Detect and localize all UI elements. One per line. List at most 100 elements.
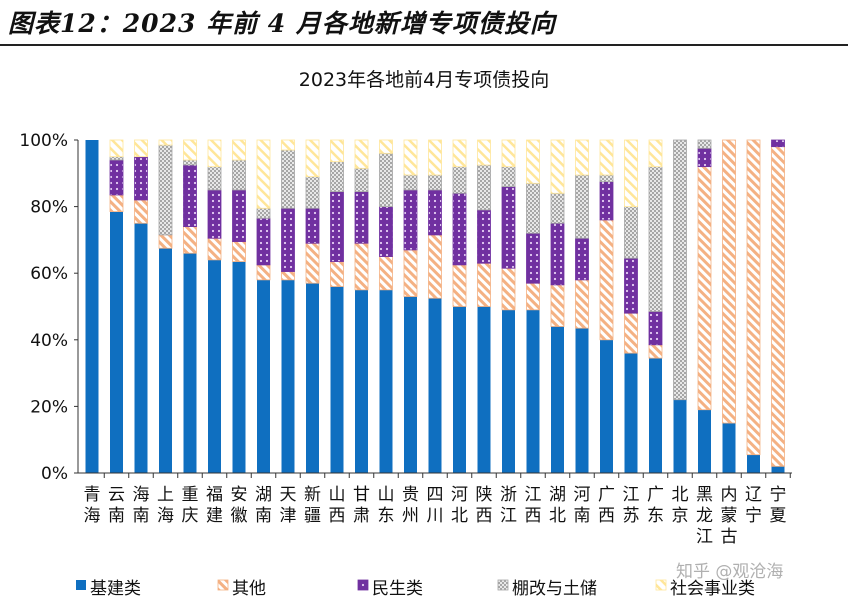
bar-segment-棚改与土储-河北 (452, 166, 467, 194)
bar-segment-民生类-重庆 (183, 164, 197, 227)
bar-segment-民生类-新疆 (305, 207, 320, 244)
bar-segment-民生类-山西 (330, 191, 344, 262)
x-tick-label: 黑龙江 (696, 485, 713, 547)
bar-segment-棚改与土储-浙江 (501, 166, 516, 188)
bar-segment-棚改与土储-新疆 (305, 176, 320, 209)
bar-segment-棚改与土储-贵州 (403, 174, 418, 191)
bar-segment-其他-陕西 (477, 262, 491, 307)
bar-segment-其他-贵州 (403, 249, 418, 297)
bar-segment-社会事业类-上海 (158, 139, 173, 146)
bar-segment-民生类-贵州 (403, 189, 418, 251)
bar-segment-基建类-内蒙古 (722, 423, 736, 473)
bar-segment-基建类-北京 (673, 399, 687, 473)
bar-segment-棚改与土储-云南 (109, 156, 124, 161)
bar-segment-民生类-黑龙江 (697, 147, 712, 168)
bar-segment-其他-河南 (575, 279, 589, 329)
chart-title: 2023年各地前4月专项债投向 (299, 69, 549, 91)
x-tick-label: 贵州 (402, 485, 419, 526)
x-tick-label: 山西 (329, 485, 346, 526)
bar-segment-民生类-湖北 (550, 222, 565, 286)
bar-segment-民生类-湖南 (256, 217, 271, 266)
x-tick-label: 河北 (451, 485, 468, 526)
bar-segment-其他-江苏 (624, 312, 638, 354)
bar-segment-其他-河北 (452, 264, 467, 307)
x-tick-label: 青海 (84, 485, 101, 526)
bar-segment-基建类-河南 (575, 328, 589, 473)
bar-segment-社会事业类-湖北 (550, 139, 565, 194)
bar-segment-民生类-广西 (599, 181, 614, 221)
bar-segment-民生类-宁夏 (771, 139, 785, 148)
bar-segment-基建类-湖北 (551, 326, 564, 473)
bar-segment-社会事业类-广西 (599, 139, 614, 176)
x-tick-label: 陕西 (476, 485, 493, 526)
bar-segment-基建类-山东 (379, 289, 393, 473)
bar-segment-社会事业类-江苏 (624, 139, 638, 207)
bar-segment-棚改与土储-四川 (428, 174, 442, 191)
bar-segment-社会事业类-福建 (207, 139, 222, 168)
bar-segment-其他-安徽 (232, 241, 246, 262)
bar-segment-社会事业类-重庆 (183, 139, 197, 161)
legend-swatch (217, 579, 229, 591)
bar-segment-棚改与土储-黑龙江 (697, 139, 712, 149)
bar-segment-民生类-安徽 (232, 189, 246, 242)
y-tick-label: 100% (19, 131, 68, 151)
legend-label: 基建类 (90, 579, 141, 599)
bar-segment-棚改与土储-天津 (281, 149, 295, 209)
y-tick-label: 20% (30, 397, 68, 417)
bar-segment-民生类-福建 (207, 189, 222, 239)
x-tick-label: 辽宁 (745, 485, 762, 526)
bar-segment-社会事业类-广东 (648, 139, 663, 168)
bar-segment-其他-浙江 (501, 267, 516, 311)
bar-segment-基建类-新疆 (306, 283, 319, 473)
x-tick-label: 广西 (598, 485, 615, 526)
bar-segment-基建类-四川 (428, 298, 442, 473)
bar-segment-棚改与土储-上海 (158, 144, 173, 236)
x-tick-label: 天津 (280, 485, 297, 526)
bar-segment-棚改与土储-安徽 (232, 159, 246, 191)
bar-segment-基建类-河北 (453, 306, 466, 473)
bar-segment-社会事业类-新疆 (305, 139, 320, 178)
bar-segment-其他-广东 (648, 344, 663, 359)
bar-segment-民生类-广东 (648, 311, 663, 346)
bar-segment-其他-云南 (109, 194, 124, 212)
bar-segment-民生类-甘肃 (354, 191, 369, 244)
x-tick-label: 安徽 (231, 485, 248, 526)
bar-segment-其他-甘肃 (354, 242, 369, 291)
bar-segment-社会事业类-江西 (526, 139, 540, 184)
bar-segment-其他-湖北 (550, 284, 565, 327)
legend-swatch (497, 579, 509, 591)
x-tick-label: 湖南 (255, 485, 272, 526)
bar-segment-棚改与土储-河南 (575, 174, 589, 239)
x-tick-label: 湖北 (549, 485, 566, 526)
bar-segment-其他-海南 (134, 199, 148, 224)
bar-segment-棚改与土储-福建 (207, 166, 222, 191)
x-tick-label: 四川 (427, 485, 444, 526)
bar-segment-棚改与土储-甘肃 (354, 167, 369, 193)
bar-segment-棚改与土储-北京 (673, 139, 687, 401)
bar-segment-其他-辽宁 (746, 139, 761, 456)
bar-segment-社会事业类-四川 (428, 139, 442, 176)
bar-segment-其他-四川 (428, 234, 442, 299)
bar-segment-其他-宁夏 (771, 146, 785, 467)
bar-segment-社会事业类-甘肃 (354, 139, 369, 169)
bar-segment-基建类-江西 (526, 309, 540, 473)
bar-segment-基建类-甘肃 (355, 289, 368, 473)
bar-segment-其他-广西 (599, 219, 614, 341)
x-tick-label: 福建 (206, 485, 223, 526)
bar-segment-基建类-重庆 (183, 253, 197, 473)
bar-segment-基建类-辽宁 (747, 454, 760, 473)
bar-segment-棚改与土储-广西 (599, 174, 614, 183)
bar-segment-基建类-福建 (208, 259, 221, 473)
x-tick-label: 内蒙古 (721, 485, 738, 547)
x-tick-label: 宁夏 (770, 485, 787, 526)
bar-segment-社会事业类-陕西 (477, 139, 491, 166)
bar-segment-基建类-天津 (281, 279, 295, 473)
figure-title: 图表12：2023 年前 4 月各地新增专项债投向 (8, 9, 556, 38)
bar-segment-基建类-湖南 (257, 279, 270, 473)
bar-segment-社会事业类-海南 (134, 139, 148, 158)
bar-segment-民生类-山东 (379, 206, 393, 257)
bar-segment-基建类-云南 (110, 211, 123, 473)
bar-segment-基建类-山西 (330, 286, 344, 473)
legend-swatch (655, 579, 667, 591)
